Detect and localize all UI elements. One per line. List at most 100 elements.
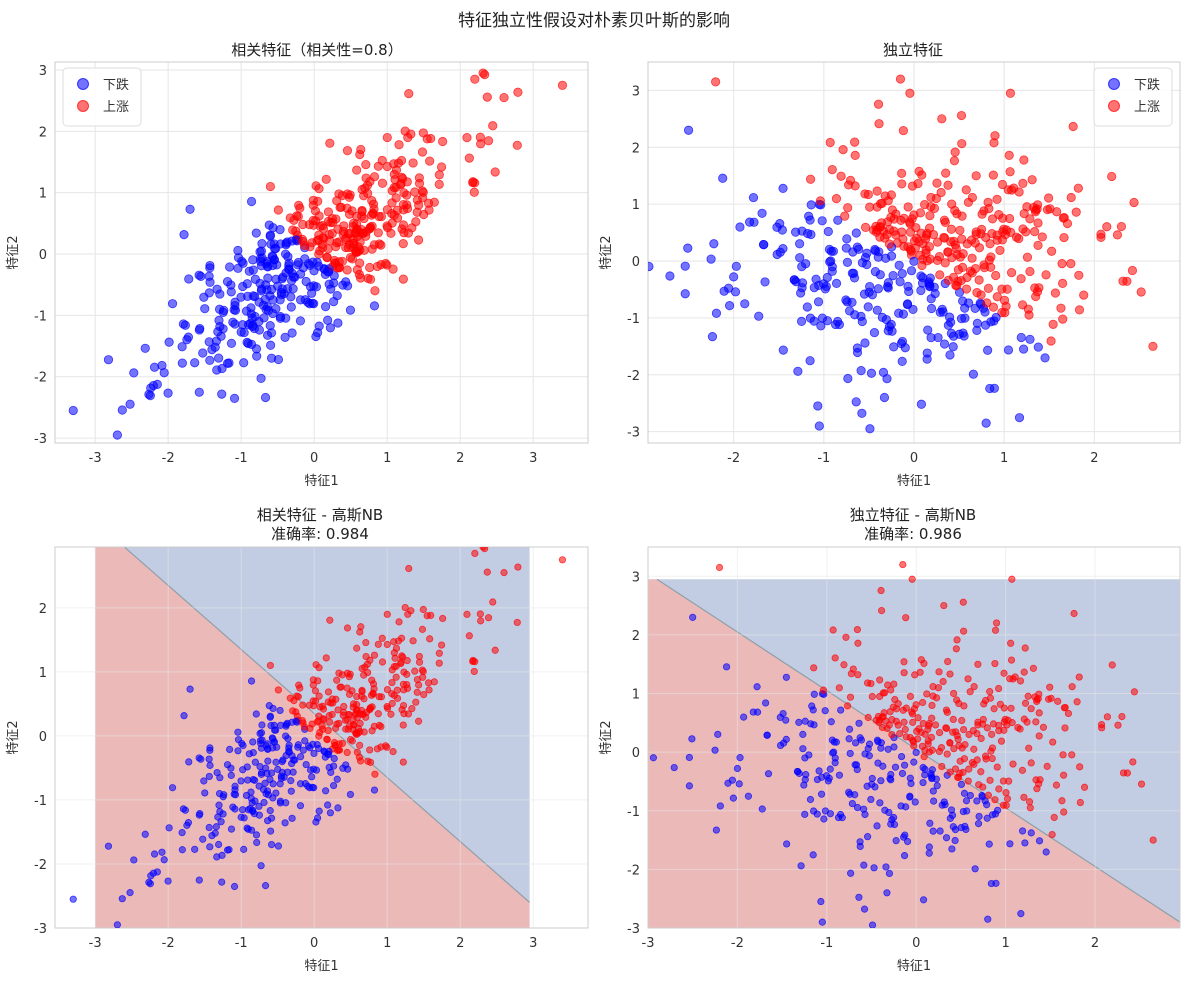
x-tick-label: -3 — [89, 936, 102, 951]
y-tick-label: 0 — [632, 255, 640, 270]
y-tick-label: 2 — [632, 629, 640, 644]
point-down — [277, 721, 285, 729]
point-up — [343, 669, 352, 677]
point-down — [230, 305, 241, 315]
panel-correlated-scatter: 相关特征（相关性=0.8） -3 -2 -1 0 1 2 3 -3 -2 -1 0 1 2 3 特征1 特征2… — [6, 41, 589, 489]
axes-frame — [647, 546, 1181, 929]
point-up — [419, 605, 427, 614]
point-up — [992, 230, 1002, 240]
point-down — [208, 832, 216, 840]
point-down — [212, 823, 220, 831]
point-up — [992, 619, 1001, 627]
point-up — [434, 170, 444, 180]
point-down — [266, 712, 274, 720]
point-down — [814, 421, 824, 431]
point-down — [782, 673, 790, 681]
point-up — [491, 646, 499, 654]
y-tick-label: -3 — [627, 426, 640, 441]
point-down — [843, 373, 853, 384]
point-up — [1060, 771, 1068, 779]
point-up — [314, 184, 324, 194]
point-down — [215, 289, 225, 299]
point-down — [816, 321, 826, 331]
point-down — [890, 743, 898, 751]
point-up — [970, 238, 980, 248]
point-up — [953, 636, 961, 644]
point-down — [974, 820, 983, 828]
point-up — [1056, 303, 1066, 313]
point-up — [436, 162, 447, 172]
axes-frame — [54, 61, 589, 444]
point-up — [350, 721, 358, 729]
y-tick-label: 0 — [39, 730, 47, 745]
point-down — [247, 826, 256, 834]
point-down — [970, 303, 980, 313]
point-up — [917, 260, 927, 271]
point-up — [360, 728, 368, 736]
point-down — [810, 690, 818, 698]
point-up — [1020, 793, 1028, 801]
point-up — [986, 688, 994, 696]
y-tick-label: 1 — [632, 198, 640, 213]
point-down — [851, 761, 859, 769]
point-up — [961, 284, 972, 294]
point-up — [970, 683, 978, 691]
point-up — [1021, 644, 1029, 652]
point-up — [417, 147, 428, 157]
point-up — [991, 659, 999, 668]
point-down — [823, 226, 833, 237]
point-up — [435, 659, 443, 667]
point-down — [776, 713, 784, 721]
point-down — [255, 782, 263, 790]
point-down — [956, 314, 967, 324]
point-up — [1041, 270, 1051, 280]
point-up — [398, 274, 408, 284]
y-tick-label: 3 — [632, 84, 640, 99]
point-down — [958, 328, 968, 338]
point-down — [795, 239, 805, 249]
point-down — [262, 764, 270, 772]
point-up — [395, 618, 403, 626]
point-down — [852, 242, 863, 252]
y-axis-label: 特征2 — [6, 235, 21, 269]
decision-boundary — [123, 547, 530, 903]
point-up — [905, 88, 915, 98]
point-down — [925, 843, 933, 851]
point-up — [378, 634, 386, 642]
point-down — [714, 730, 722, 738]
point-down — [301, 737, 309, 745]
point-down — [269, 704, 277, 713]
point-up — [948, 272, 959, 282]
point-down — [247, 677, 256, 685]
point-down — [876, 799, 884, 807]
point-up — [325, 712, 333, 720]
legend-label: 下跌 — [1134, 77, 1160, 93]
point-down — [249, 738, 257, 746]
point-up — [986, 694, 995, 702]
point-down — [731, 261, 741, 271]
point-up — [863, 679, 872, 687]
point-up — [315, 246, 325, 256]
point-down — [280, 332, 290, 342]
point-down — [959, 807, 967, 816]
point-down — [200, 777, 208, 785]
point-up — [358, 692, 366, 700]
point-down — [238, 739, 246, 748]
point-up — [370, 651, 379, 659]
point-up — [326, 718, 334, 726]
point-down — [1042, 848, 1050, 856]
point-up — [424, 679, 433, 687]
point-up — [370, 722, 378, 730]
y-tick-label: -1 — [627, 312, 640, 327]
point-up — [400, 668, 408, 676]
point-down — [178, 846, 186, 854]
point-down — [205, 263, 215, 273]
point-down — [814, 280, 824, 290]
point-up — [951, 280, 961, 291]
point-down — [237, 256, 247, 266]
point-up — [292, 708, 300, 716]
point-up — [981, 232, 991, 243]
point-down — [868, 780, 876, 788]
point-up — [435, 649, 443, 657]
point-up — [484, 614, 493, 622]
